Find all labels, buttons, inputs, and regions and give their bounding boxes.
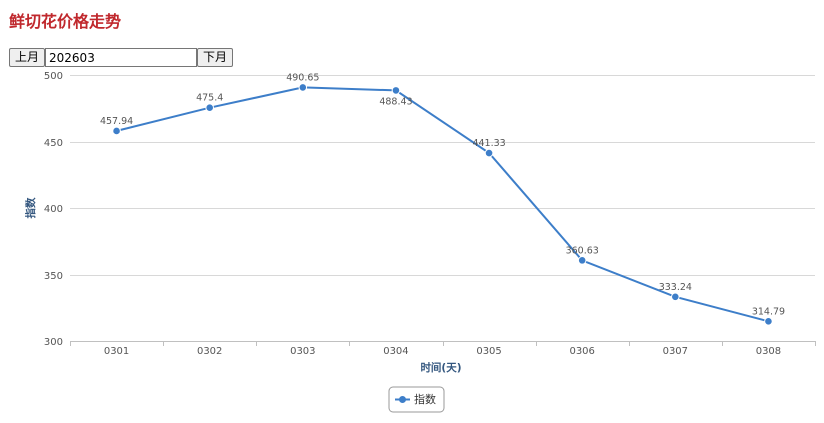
data-point[interactable]: [298, 83, 308, 92]
y-axis-title: 指数: [24, 197, 37, 218]
y-tick-label: 350: [44, 271, 63, 282]
x-tick-label: 0304: [383, 346, 408, 357]
data-point[interactable]: [484, 148, 494, 158]
data-point[interactable]: [764, 317, 773, 326]
x-tick-label: 0305: [476, 346, 501, 357]
data-label: 490.65: [286, 72, 319, 83]
data-labels: 457.94 475.4 490.65 488.43 441.33 360.63 333.2…: [100, 72, 785, 317]
data-point[interactable]: [112, 126, 121, 136]
y-tick-label: 300: [44, 337, 63, 348]
previous-month-button[interactable]: 上月: [9, 48, 46, 67]
next-month-button[interactable]: 下月: [197, 48, 234, 67]
y-axis: 300 350 400 450 500: [44, 71, 63, 348]
x-axis-title: 时间(天): [420, 361, 461, 374]
legend-marker-icon: [399, 396, 406, 403]
x-tick-label: 0301: [104, 346, 129, 357]
legend[interactable]: 指数: [388, 386, 445, 413]
legend-item-label: 指数: [414, 392, 436, 406]
data-points: [112, 83, 773, 326]
data-label: 441.33: [472, 138, 505, 149]
x-tick-label: 0302: [197, 346, 222, 357]
data-label: 314.79: [752, 306, 785, 317]
x-axis-tick-labels: 0301 0302 0303 0304 0305 0306 0307 0308: [104, 346, 781, 357]
data-point[interactable]: [391, 86, 401, 95]
data-point[interactable]: [205, 103, 214, 113]
page-title: 鲜切花价格走势: [9, 12, 122, 31]
x-tick-label: 0307: [663, 346, 688, 357]
data-point[interactable]: [577, 256, 587, 265]
y-tick-label: 450: [44, 138, 63, 149]
x-tick-label: 0306: [569, 346, 594, 357]
data-label: 333.24: [659, 282, 692, 293]
data-label: 457.94: [100, 116, 133, 127]
data-label: 488.43: [379, 96, 412, 107]
series-line: [116, 86, 769, 323]
legend-box: [388, 386, 445, 413]
x-tick-label: 0303: [290, 346, 315, 357]
month-navigation: 上月 下月: [9, 48, 234, 67]
y-tick-label: 500: [44, 71, 63, 82]
data-label: 360.63: [566, 245, 599, 256]
month-input[interactable]: [45, 48, 198, 67]
x-tick-label: 0308: [756, 346, 781, 357]
data-point[interactable]: [671, 292, 680, 302]
x-axis: [70, 341, 816, 346]
data-label: 475.4: [196, 93, 223, 104]
y-tick-label: 400: [44, 204, 63, 215]
